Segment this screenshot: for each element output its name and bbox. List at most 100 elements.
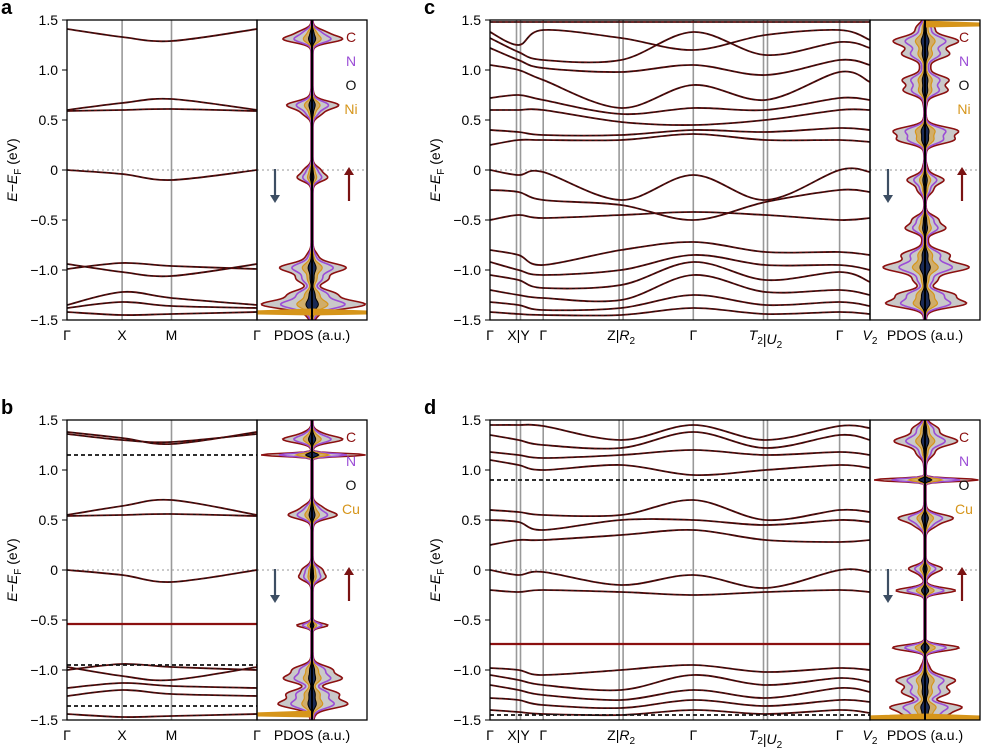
- k-main: X: [507, 727, 517, 743]
- k-point-label-6: Γ: [836, 727, 844, 743]
- k-main: Γ: [689, 327, 697, 343]
- k-main: T: [749, 327, 759, 343]
- band-line: [490, 684, 870, 701]
- band-line: [67, 169, 257, 181]
- legend-C: C: [346, 429, 356, 445]
- panel-letter: b: [1, 397, 13, 419]
- k-sep: |: [763, 731, 767, 747]
- bands: [490, 21, 870, 317]
- y-tick-label: 1.0: [462, 462, 482, 478]
- band-line: [490, 674, 870, 692]
- k-sub: 2: [629, 336, 635, 347]
- k-point-label-2: Γ: [539, 327, 547, 343]
- band-line: [67, 311, 257, 316]
- y-axis-label: E−EF (eV): [4, 538, 24, 601]
- y-tick-label: 1.0: [39, 462, 59, 478]
- band-line: [490, 697, 870, 710]
- band-line: [490, 167, 870, 201]
- y-tick-label: −1.5: [453, 312, 481, 328]
- pdos-metal-tail: [311, 308, 367, 316]
- y-tick-label: −0.5: [30, 612, 58, 628]
- k-point-label-1: X|Y: [507, 727, 530, 743]
- band-line-dashed: [490, 674, 870, 691]
- k-point-label-3: Z|R2: [607, 327, 635, 347]
- y-tick-label: 1.5: [462, 412, 482, 428]
- k-sub: 2: [872, 336, 878, 347]
- ylabel-unit: (eV): [427, 138, 443, 168]
- k-sub: 2: [629, 736, 635, 747]
- band-line-dashed: [67, 713, 257, 718]
- k-main: Γ: [486, 327, 494, 343]
- k-sep: |: [763, 331, 767, 347]
- ylabel-main: E−E: [427, 174, 443, 202]
- k-main: Γ: [836, 727, 844, 743]
- y-tick-label: −1.5: [30, 712, 58, 728]
- k-point-label-1: X|Y: [507, 327, 530, 343]
- ylabel-main: E−E: [4, 574, 20, 602]
- band-line-dashed: [490, 431, 870, 450]
- k-point-label-2: Γ: [539, 727, 547, 743]
- k-sub: 2: [872, 736, 878, 747]
- legend-O: O: [959, 77, 970, 93]
- panel-d: dE−EF (eV)−1.5−1.0−0.500.51.01.5Γ X|Y Γ Z|R…: [424, 397, 981, 750]
- band-line: [67, 513, 257, 517]
- band-line: [490, 499, 870, 522]
- band-line-dashed: [490, 31, 870, 63]
- band-line: [490, 307, 870, 317]
- band-line-dashed: [490, 127, 870, 136]
- band-line-dashed: [67, 108, 257, 112]
- band-line: [490, 431, 870, 450]
- k-main: X: [117, 327, 127, 343]
- band-line-dashed: [67, 262, 257, 270]
- band-line-dashed: [490, 211, 870, 221]
- legend-O: O: [959, 477, 970, 493]
- ylabel-unit: (eV): [427, 538, 443, 568]
- k-point-label-0: Γ: [63, 727, 71, 743]
- band-line-dashed: [490, 664, 870, 676]
- band-line: [490, 459, 870, 476]
- spin-up-arrow-head: [344, 167, 354, 175]
- k-point-label-5: T2|U2: [749, 727, 783, 750]
- band-line-dashed: [490, 307, 870, 317]
- k-point-label-7: V2: [863, 727, 878, 747]
- spin-down-arrow-head: [883, 595, 893, 603]
- band-line: [490, 518, 870, 531]
- k-main: R: [619, 727, 629, 743]
- spin-down-arrow-head: [270, 195, 280, 203]
- band-line-dashed: [490, 709, 870, 716]
- band-line-dashed: [490, 261, 870, 289]
- k-main: Y: [520, 327, 530, 343]
- k-sub: 2: [757, 336, 763, 347]
- legend-N: N: [346, 453, 356, 469]
- panel-a: a E−EF (eV) −1.5 −1.0 −0.5 0 0.5 1.0 1.5 Γ X M Γ CNON…: [1, 0, 368, 343]
- band-line-dashed: [490, 449, 870, 459]
- band-line-dashed: [490, 294, 870, 311]
- k-main: T: [749, 727, 759, 743]
- spin-down-arrow-head: [883, 195, 893, 203]
- k-sep: |: [616, 327, 620, 343]
- k-point-label-5: T2|U2: [749, 327, 783, 351]
- band-line: [67, 498, 257, 516]
- legend-N: N: [959, 453, 969, 469]
- band-line: [490, 449, 870, 459]
- k-main: Γ: [253, 327, 261, 343]
- panel-letter: c: [424, 0, 435, 19]
- legend-C: C: [346, 29, 356, 45]
- bands: [67, 28, 257, 316]
- band-line: [490, 47, 870, 76]
- y-tick-label: −1.5: [453, 712, 481, 728]
- ylabel-sub: F: [436, 169, 447, 175]
- k-sep: |: [517, 727, 521, 743]
- k-point-label-3: Γ: [253, 727, 261, 743]
- k-main: Γ: [539, 727, 547, 743]
- y-tick-label: 0.5: [462, 512, 482, 528]
- band-line-dashed: [67, 689, 257, 697]
- band-line-dashed: [490, 254, 870, 276]
- y-tick-label: 0.5: [462, 112, 482, 128]
- band-line-dashed: [67, 499, 257, 516]
- band-line-dashed: [67, 169, 257, 181]
- k-point-label-2: M: [166, 327, 178, 343]
- y-tick-label: 0: [50, 162, 58, 178]
- band-line-dashed: [67, 28, 257, 42]
